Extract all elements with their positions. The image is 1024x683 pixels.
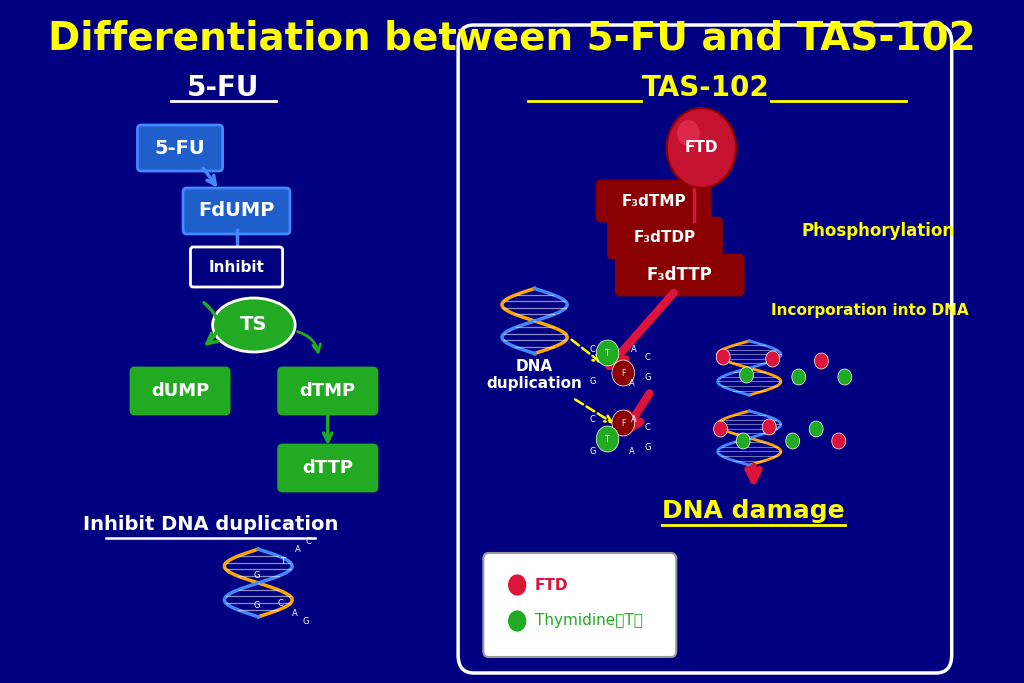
Circle shape [667, 108, 736, 188]
Text: G: G [590, 376, 596, 385]
Text: DNA damage: DNA damage [663, 499, 845, 523]
Text: F₃dTDP: F₃dTDP [634, 230, 696, 245]
Circle shape [766, 351, 779, 367]
Circle shape [792, 369, 806, 385]
Text: A: A [295, 546, 300, 555]
Text: FdUMP: FdUMP [199, 201, 274, 221]
Text: C: C [278, 598, 283, 607]
Text: T: T [605, 434, 610, 443]
Circle shape [736, 433, 751, 449]
FancyBboxPatch shape [616, 255, 743, 295]
FancyBboxPatch shape [279, 445, 377, 491]
Text: G: G [644, 374, 651, 382]
Text: C: C [590, 344, 596, 354]
FancyArrowPatch shape [204, 303, 218, 344]
FancyBboxPatch shape [458, 25, 951, 673]
FancyBboxPatch shape [483, 553, 676, 657]
Circle shape [814, 353, 828, 369]
Text: Incorporation into DNA: Incorporation into DNA [771, 303, 969, 318]
FancyBboxPatch shape [131, 368, 229, 414]
Circle shape [838, 369, 852, 385]
Circle shape [809, 421, 823, 437]
Text: T: T [605, 348, 610, 357]
Text: dUMP: dUMP [151, 382, 209, 400]
Circle shape [762, 419, 776, 435]
Text: A: A [629, 447, 635, 456]
Text: C: C [306, 537, 311, 546]
Text: 5-FU: 5-FU [187, 74, 260, 102]
Text: DNA
duplication: DNA duplication [486, 359, 583, 391]
Text: dTTP: dTTP [302, 459, 353, 477]
FancyBboxPatch shape [190, 247, 283, 287]
Text: F: F [621, 419, 626, 428]
Circle shape [677, 120, 699, 146]
Text: A: A [631, 344, 637, 354]
Circle shape [596, 426, 618, 452]
Text: Differentiation between 5-FU and TAS-102: Differentiation between 5-FU and TAS-102 [48, 19, 976, 57]
Text: G: G [253, 600, 260, 609]
Circle shape [612, 360, 635, 386]
Text: F: F [621, 369, 626, 378]
Text: C: C [645, 423, 650, 432]
Text: dTMP: dTMP [300, 382, 355, 400]
Text: Inhibit DNA duplication: Inhibit DNA duplication [83, 516, 338, 535]
Text: C: C [590, 415, 596, 423]
Circle shape [785, 433, 800, 449]
Circle shape [508, 610, 526, 632]
Text: Thymidine（T）: Thymidine（T） [535, 613, 642, 628]
Circle shape [831, 433, 846, 449]
FancyBboxPatch shape [183, 188, 290, 234]
Circle shape [716, 349, 730, 365]
Circle shape [596, 340, 618, 366]
Text: C: C [645, 352, 650, 361]
Text: 5-FU: 5-FU [155, 139, 206, 158]
Text: G: G [644, 443, 651, 453]
Text: F₃dTMP: F₃dTMP [622, 193, 686, 208]
Circle shape [739, 367, 754, 383]
Text: A: A [631, 415, 637, 423]
Text: T: T [281, 557, 285, 566]
Circle shape [508, 574, 526, 596]
FancyBboxPatch shape [137, 125, 222, 171]
Text: G: G [590, 447, 596, 456]
Circle shape [612, 410, 635, 436]
Text: Phosphorylation: Phosphorylation [802, 222, 954, 240]
Text: F₃dTTP: F₃dTTP [647, 266, 713, 284]
Text: FTD: FTD [685, 141, 718, 156]
FancyArrowPatch shape [297, 332, 321, 352]
Text: G: G [253, 570, 260, 579]
Text: FTD: FTD [535, 578, 568, 592]
Text: TS: TS [241, 316, 267, 335]
Ellipse shape [213, 298, 295, 352]
Text: G: G [303, 617, 309, 626]
Text: A: A [629, 378, 635, 387]
Text: A: A [292, 609, 298, 617]
Text: Inhibit: Inhibit [209, 260, 264, 275]
FancyBboxPatch shape [597, 181, 710, 221]
FancyBboxPatch shape [608, 218, 722, 258]
Text: TAS-102: TAS-102 [642, 74, 770, 102]
FancyBboxPatch shape [279, 368, 377, 414]
Circle shape [714, 421, 727, 437]
